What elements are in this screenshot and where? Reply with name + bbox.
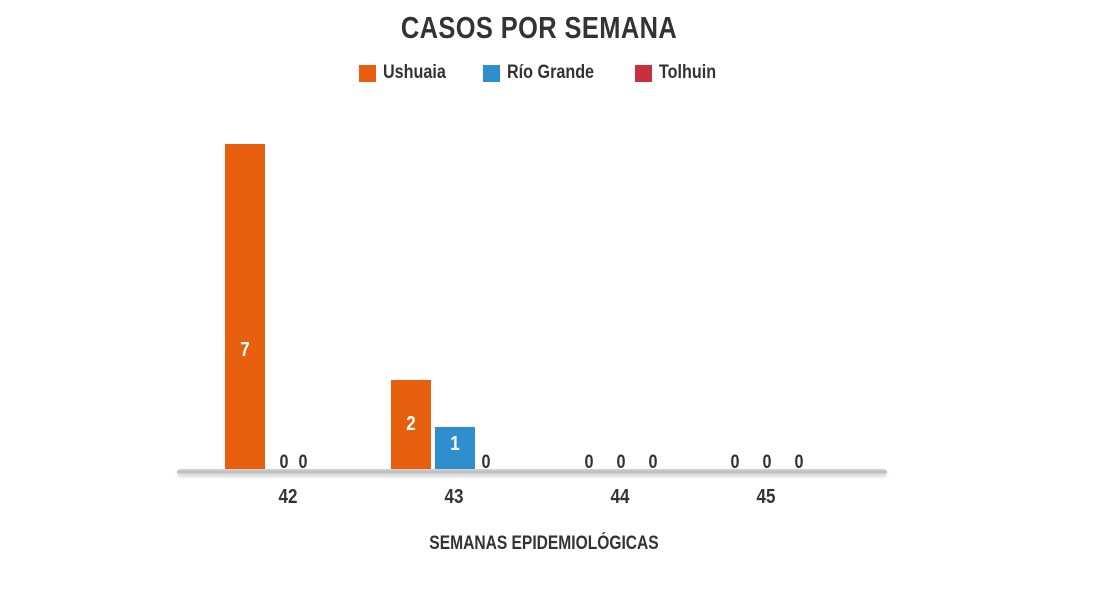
x-axis-label: SEMANAS EPIDEMIOLÓGICAS bbox=[429, 533, 659, 554]
legend-swatch-tolhuin bbox=[635, 64, 653, 82]
legend-item-rio-grande: Río Grande bbox=[482, 62, 609, 84]
bar-value-43-ushuaia: 2 bbox=[406, 413, 416, 435]
bar-value-42-tolhuin: 0 bbox=[298, 452, 308, 473]
bar-value-42-riogrande: 0 bbox=[279, 452, 289, 473]
x-tick-44: 44 bbox=[610, 486, 630, 508]
bar-value-44-ushuaia: 0 bbox=[584, 452, 594, 473]
legend-swatch-rio-grande bbox=[482, 64, 500, 82]
bar-43-riogrande bbox=[435, 427, 475, 469]
bar-value-44-tolhuin: 0 bbox=[648, 452, 658, 473]
bar-value-45-riogrande: 0 bbox=[762, 452, 772, 473]
chart-title: CASOS POR SEMANA bbox=[400, 10, 678, 45]
bar-value-42-ushuaia: 7 bbox=[240, 339, 250, 361]
x-tick-42: 42 bbox=[278, 486, 298, 508]
x-axis-baseline bbox=[177, 469, 887, 475]
chart-legend: Ushuaia Río Grande Tolhuin bbox=[0, 62, 1085, 84]
bar-value-45-ushuaia: 0 bbox=[730, 452, 740, 473]
bar-43-ushuaia bbox=[391, 380, 431, 469]
legend-item-tolhuin: Tolhuin bbox=[635, 62, 726, 84]
x-tick-45: 45 bbox=[756, 486, 776, 508]
legend-label-tolhuin: Tolhuin bbox=[659, 62, 717, 83]
bar-value-45-tolhuin: 0 bbox=[794, 452, 804, 473]
legend-swatch-ushuaia bbox=[358, 64, 376, 82]
bar-value-44-riogrande: 0 bbox=[616, 452, 626, 473]
x-tick-43: 43 bbox=[444, 486, 464, 508]
bar-42-ushuaia bbox=[225, 144, 265, 469]
legend-label-rio-grande: Río Grande bbox=[506, 62, 594, 83]
bar-value-43-tolhuin: 0 bbox=[481, 452, 491, 473]
legend-item-ushuaia: Ushuaia bbox=[358, 62, 457, 84]
bar-value-43-riogrande: 1 bbox=[450, 433, 460, 455]
legend-label-ushuaia: Ushuaia bbox=[382, 62, 446, 83]
